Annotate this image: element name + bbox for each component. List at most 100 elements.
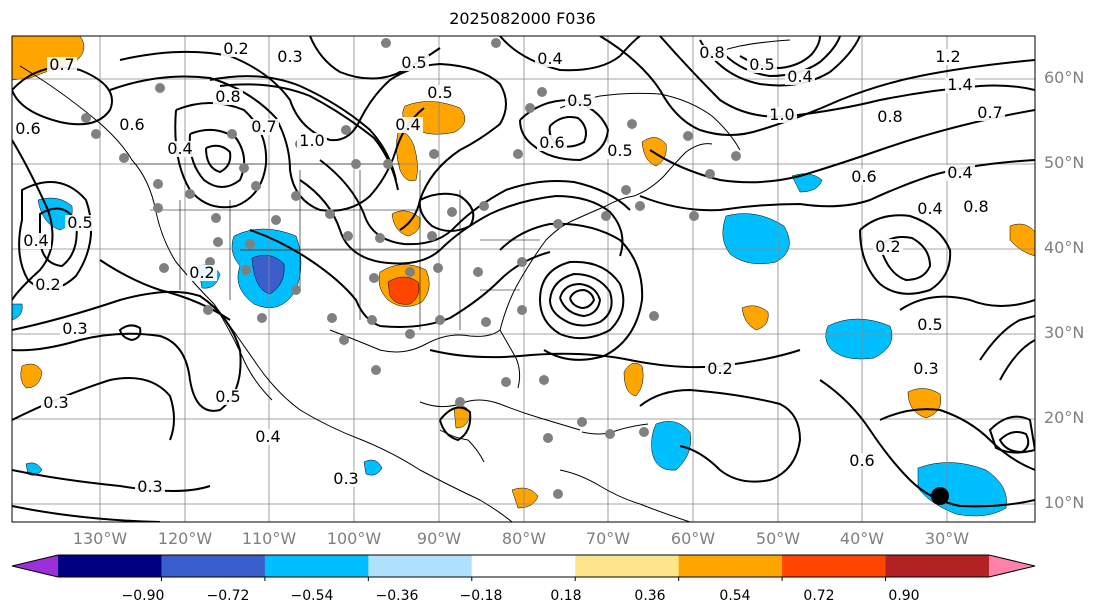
orange-patch <box>741 305 769 331</box>
colorbar-tick-label: 0.54 <box>719 588 751 604</box>
lat-label: 50°N <box>1044 153 1085 172</box>
contour-label: 0.4 <box>787 67 812 86</box>
blue-patch <box>25 462 43 476</box>
blue-patch <box>791 173 823 193</box>
lat-label: 40°N <box>1044 238 1085 257</box>
contour-label-bg <box>767 107 797 123</box>
contour-label-bg <box>331 471 361 487</box>
contour-label: 0.8 <box>699 43 724 62</box>
orange-patch <box>623 362 644 397</box>
colorbar-swatch <box>885 555 990 577</box>
contour-label: 1.2 <box>935 47 960 66</box>
contour-label-bg <box>933 49 963 65</box>
lat-label: 60°N <box>1044 68 1085 87</box>
contour-label-bg <box>537 135 567 151</box>
contour-label: 0.5 <box>67 213 92 232</box>
blue-patch <box>363 459 383 476</box>
contour-labels: 0.7 0.2 0.3 0.5 0.4 0.5 0.4 0.5 0.8 0.5 0.4 1.2 1.4 1… <box>13 39 1005 496</box>
contour-label: 0.4 <box>917 199 942 218</box>
orange-patch <box>396 131 418 182</box>
lon-label: 80°W <box>501 529 547 548</box>
contour-label-bg <box>221 41 251 57</box>
contour-label-bg <box>13 121 43 137</box>
contour-label: 0.3 <box>277 47 302 66</box>
lon-label: 30°W <box>924 529 970 548</box>
contour-label-bg <box>393 117 423 133</box>
contour-label-bg <box>873 239 903 255</box>
lon-label: 100°W <box>326 529 382 548</box>
contour-label-bg <box>425 85 455 101</box>
map-title: 2025082000 F036 <box>449 9 596 28</box>
colorbar-tick-label: −0.36 <box>375 588 419 604</box>
contour-label: 0.4 <box>537 49 562 68</box>
contour-label-bg <box>915 201 945 217</box>
contour-label: 1.4 <box>947 75 972 94</box>
contour-label-bg <box>60 321 90 337</box>
contour-label-bg <box>249 119 279 135</box>
colorbar-extend-low <box>12 555 58 577</box>
colorbar-tick-label: 0.72 <box>803 588 835 604</box>
colorbar-tick-label: −0.90 <box>121 588 165 604</box>
contour-label-bg <box>165 141 195 157</box>
lat-label: 10°N <box>1044 493 1085 512</box>
contour-label-bg <box>705 361 735 377</box>
contour-label-bg <box>565 93 595 109</box>
contour-label: 0.8 <box>877 107 902 126</box>
station-points <box>81 38 741 499</box>
contour-label-bg <box>21 233 51 249</box>
colorbar-tick-label: 0.90 <box>888 588 920 604</box>
contour-label: 0.4 <box>23 231 48 250</box>
contour-label: 0.7 <box>251 117 276 136</box>
contour-label-bg <box>785 69 815 85</box>
colorbar-swatch <box>782 555 887 577</box>
contour-label: 0.6 <box>849 451 874 470</box>
contour-label: 0.4 <box>395 115 420 134</box>
colorbar-tick-label: −0.54 <box>290 588 334 604</box>
contour-label: 0.6 <box>15 119 40 138</box>
blue-patch <box>651 421 691 471</box>
contour-label-bg <box>33 277 63 293</box>
contour-label: 0.5 <box>749 55 774 74</box>
contour-label-bg <box>213 389 243 405</box>
contour-label: 0.8 <box>215 87 240 106</box>
contour-label: 0.3 <box>913 359 938 378</box>
contour-label: 0.5 <box>917 315 942 334</box>
contour-label: 0.2 <box>707 359 732 378</box>
contour-label: 0.2 <box>35 275 60 294</box>
colorbar-swatch <box>264 555 369 577</box>
contour-label: 0.2 <box>875 237 900 256</box>
contour-label-bg <box>65 215 95 231</box>
contour-label: 0.3 <box>62 319 87 338</box>
contour-label-bg <box>47 57 77 73</box>
contour-label-bg <box>747 57 777 73</box>
contour-label-bg <box>117 117 147 133</box>
contour-label-bg <box>961 199 991 215</box>
contour-label: 0.2 <box>189 263 214 282</box>
colorbar-swatch <box>471 555 576 577</box>
contour-label: 1.0 <box>769 105 794 124</box>
contour-label: 0.5 <box>401 53 426 72</box>
contour-label: 0.7 <box>977 103 1002 122</box>
colorbar-extend-high <box>989 555 1035 577</box>
lon-label: 40°W <box>839 529 885 548</box>
contour-label: 1.0 <box>299 131 324 150</box>
contour-label-bg <box>697 45 727 61</box>
colorbar-swatch <box>161 555 266 577</box>
lon-label: 60°W <box>670 529 716 548</box>
contour-label-bg <box>297 133 327 149</box>
colorbar-tick-label: 0.36 <box>634 588 666 604</box>
contour-label: 0.7 <box>49 55 74 74</box>
contour-label: 0.4 <box>167 139 192 158</box>
contour-label-bg <box>975 105 1005 121</box>
contour-label-bg <box>275 49 305 65</box>
contour-label-bg <box>605 143 635 159</box>
contour-label-bg <box>911 361 941 377</box>
colorbar-tick-label: 0.18 <box>550 588 582 604</box>
orange-patch <box>20 363 43 389</box>
colorbar-swatch <box>368 555 473 577</box>
colorbar-tick-label: −0.18 <box>459 588 503 604</box>
contour-label: 0.4 <box>255 427 280 446</box>
map-area: 0.7 0.2 0.3 0.5 0.4 0.5 0.4 0.5 0.8 0.5 0.4 1.2 1.4 1… <box>12 36 1035 522</box>
contour-label-bg <box>213 89 243 105</box>
colorbar-swatch <box>575 555 680 577</box>
